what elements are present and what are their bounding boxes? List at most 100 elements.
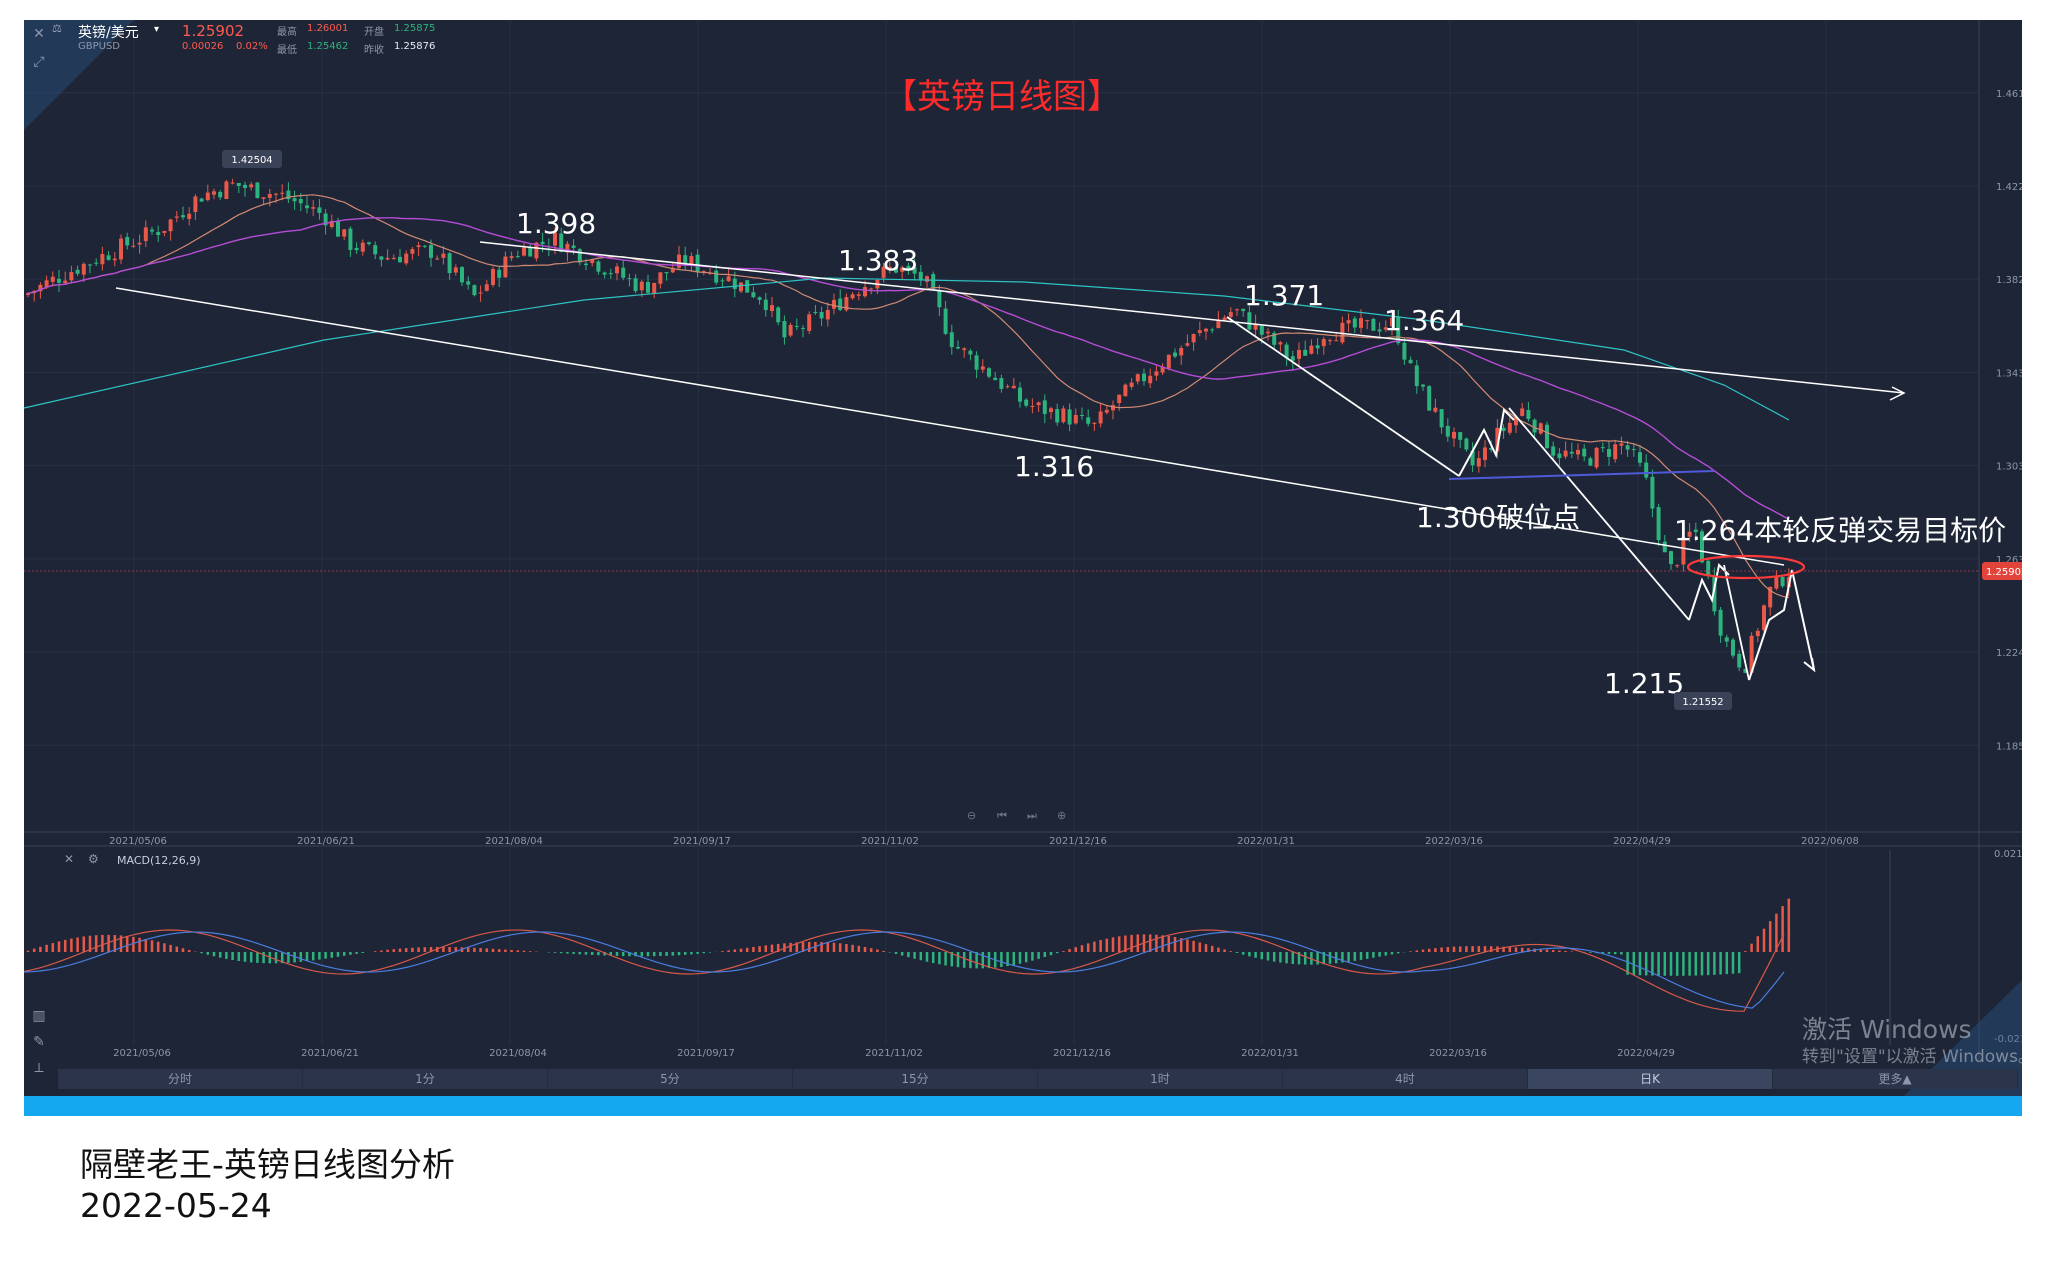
candle-body: [720, 280, 725, 282]
candle-body: [1061, 408, 1066, 423]
candle-body: [1576, 449, 1580, 455]
price-chart[interactable]: 1.398 1.383 1.371 1.364 1.316 1.300破位点 1.264本轮…: [24, 20, 2022, 1116]
candle-body: [50, 276, 55, 282]
candle-body: [1545, 424, 1549, 449]
candle-body: [274, 193, 278, 195]
pencil-icon[interactable]: ✎: [33, 1033, 45, 1049]
step-forward-icon[interactable]: ⏭: [1027, 809, 1037, 822]
candle-body: [44, 280, 49, 287]
candle-body: [993, 377, 998, 381]
prev-close-value: 1.25876: [394, 41, 436, 52]
candle-body: [1631, 449, 1636, 451]
candle-body: [119, 238, 123, 260]
candle-body: [956, 346, 960, 349]
zoom-in-icon[interactable]: ⊕: [1057, 809, 1067, 822]
candle-body: [1346, 320, 1351, 324]
price-axis-label: 1.18512: [1996, 741, 2022, 752]
candle-body: [621, 267, 626, 278]
ruler-icon[interactable]: ⟂: [34, 1059, 44, 1075]
candle-body: [336, 220, 340, 237]
candle-body: [726, 276, 731, 282]
candle-body: [553, 232, 557, 246]
date-axis-label: 2021/05/06: [109, 836, 167, 847]
timeframe-tab[interactable]: 1时: [1038, 1069, 1283, 1089]
candle-body: [503, 256, 508, 278]
candle-body: [100, 253, 105, 265]
candle-body: [540, 241, 545, 244]
timeframe-tab[interactable]: 15分: [793, 1069, 1038, 1089]
step-back-icon[interactable]: ⏮: [997, 809, 1007, 822]
macd-axis-top: 0.02102: [1994, 849, 2022, 860]
arrow-head: [1803, 657, 1816, 673]
candle-body: [1334, 340, 1339, 342]
candle-body: [534, 242, 539, 259]
macd-settings-icon[interactable]: ⚙: [88, 852, 99, 866]
candle-body: [894, 267, 898, 273]
candle-body: [584, 263, 588, 266]
candle-body: [435, 258, 440, 260]
candle-body: [131, 245, 136, 247]
candle-body: [174, 216, 179, 218]
current-price-tag: [1982, 562, 2022, 581]
zoom-out-icon[interactable]: ⊖: [967, 809, 977, 822]
candle-body: [776, 307, 781, 323]
candle-body: [1073, 414, 1078, 424]
close-icon[interactable]: ✕: [33, 25, 45, 41]
candle-body: [292, 198, 297, 202]
open-label: 开盘: [364, 27, 384, 38]
candle-body: [497, 269, 502, 278]
candle-body: [1191, 334, 1196, 343]
candle-body: [205, 192, 210, 201]
open-value: 1.25875: [394, 23, 436, 34]
date-axis-label: 2021/09/17: [673, 836, 731, 847]
candle-body: [1216, 320, 1221, 329]
candle-body: [887, 266, 892, 269]
candle-body: [243, 184, 247, 188]
candle-body: [218, 191, 223, 198]
target-drop-arrow: [1791, 569, 1815, 671]
candle-body: [1774, 575, 1779, 589]
candle-body: [1656, 507, 1661, 541]
candle-body: [1365, 320, 1370, 322]
draw-tool-icon[interactable]: ⤢: [33, 53, 45, 69]
macd-label: MACD(12,26,9): [117, 854, 201, 867]
chart-title: 【英镑日线图】: [883, 77, 1121, 117]
candle-body: [1222, 317, 1227, 320]
chart-axes: 1.46190 1.42210 1.38266 1.34323 1.30379 1.263…: [24, 20, 2022, 1096]
ma20-line: [27, 194, 1789, 599]
macd-close-icon[interactable]: ✕: [64, 852, 75, 866]
candle-body: [1470, 450, 1475, 466]
candle-body: [522, 247, 526, 256]
candle-body: [1396, 316, 1401, 344]
candle-body: [1662, 541, 1667, 553]
price-axis-label: 1.22455: [1996, 648, 2022, 659]
candle-body: [1148, 375, 1153, 384]
timeframe-tab[interactable]: 1分: [303, 1069, 548, 1089]
candle-body: [968, 350, 973, 355]
candle-body: [801, 328, 805, 330]
candle-body: [1737, 653, 1742, 668]
candle-body: [26, 293, 30, 295]
candle-body: [844, 297, 849, 311]
candle-body: [342, 229, 347, 237]
price-axis-label: 1.26399: [1996, 555, 2022, 566]
low-label: 最低: [277, 45, 297, 56]
timeframe-tab[interactable]: 4时: [1283, 1069, 1528, 1089]
candle-body: [832, 299, 836, 309]
timeframe-tab[interactable]: 日K: [1528, 1069, 1773, 1089]
timeframe-tab[interactable]: 分时: [58, 1069, 303, 1089]
candle-body: [88, 264, 92, 266]
timeframe-tab[interactable]: 更多▲: [1773, 1069, 2018, 1089]
arrow-head: [1889, 386, 1906, 401]
macd-date-axis-label: 2021/06/21: [301, 1048, 359, 1059]
candle-body: [1247, 312, 1252, 330]
timeframe-tab[interactable]: 5分: [548, 1069, 793, 1089]
date-axis-label: 2021/12/16: [1049, 836, 1107, 847]
chevron-down-icon[interactable]: ▾: [154, 24, 160, 35]
symbol-name[interactable]: 英镑/美元: [78, 25, 139, 41]
annotation-1264-target: 1.264本轮反弹交易目标价: [1674, 514, 2006, 547]
candle-body: [224, 181, 229, 200]
candle-body: [1507, 422, 1512, 433]
candle-body: [739, 282, 743, 292]
indicator-icon[interactable]: ▥: [32, 1007, 46, 1023]
